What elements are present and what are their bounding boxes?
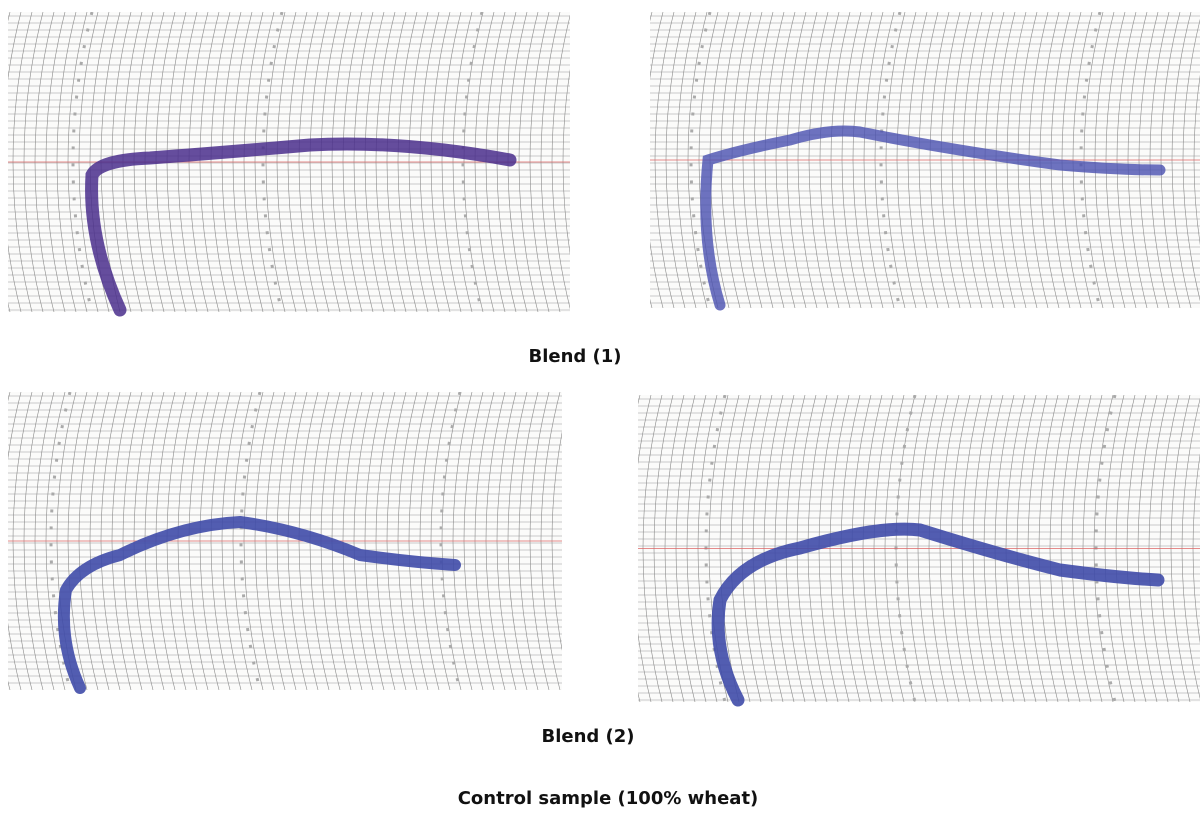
grid-panel [8, 392, 593, 690]
caption: Control sample (100% wheat) [457, 788, 759, 809]
grid-arc [585, 12, 604, 312]
curve [57, 515, 461, 694]
grid-arc [610, 395, 629, 702]
chart-paper [8, 12, 1200, 702]
grid-arc [563, 392, 582, 690]
grid-arc [8, 392, 22, 690]
grid-arc [638, 395, 652, 702]
grid-panel [599, 395, 1200, 702]
grid-arc [599, 395, 618, 702]
curve [711, 522, 1165, 707]
grid-arc [622, 12, 641, 308]
curve [700, 125, 1166, 311]
caption: Blend (2) [541, 726, 635, 747]
curves [57, 125, 1166, 707]
caption: Blend (1) [528, 346, 622, 367]
grid-arc [650, 12, 653, 308]
curve [85, 137, 517, 317]
grid-panel [611, 12, 1200, 308]
grid-arc [574, 392, 593, 690]
grid-arc [638, 395, 641, 702]
grid-arc [8, 12, 22, 312]
grid-arc [574, 12, 593, 312]
grid-arc [611, 12, 630, 308]
grid-arc [650, 12, 664, 308]
